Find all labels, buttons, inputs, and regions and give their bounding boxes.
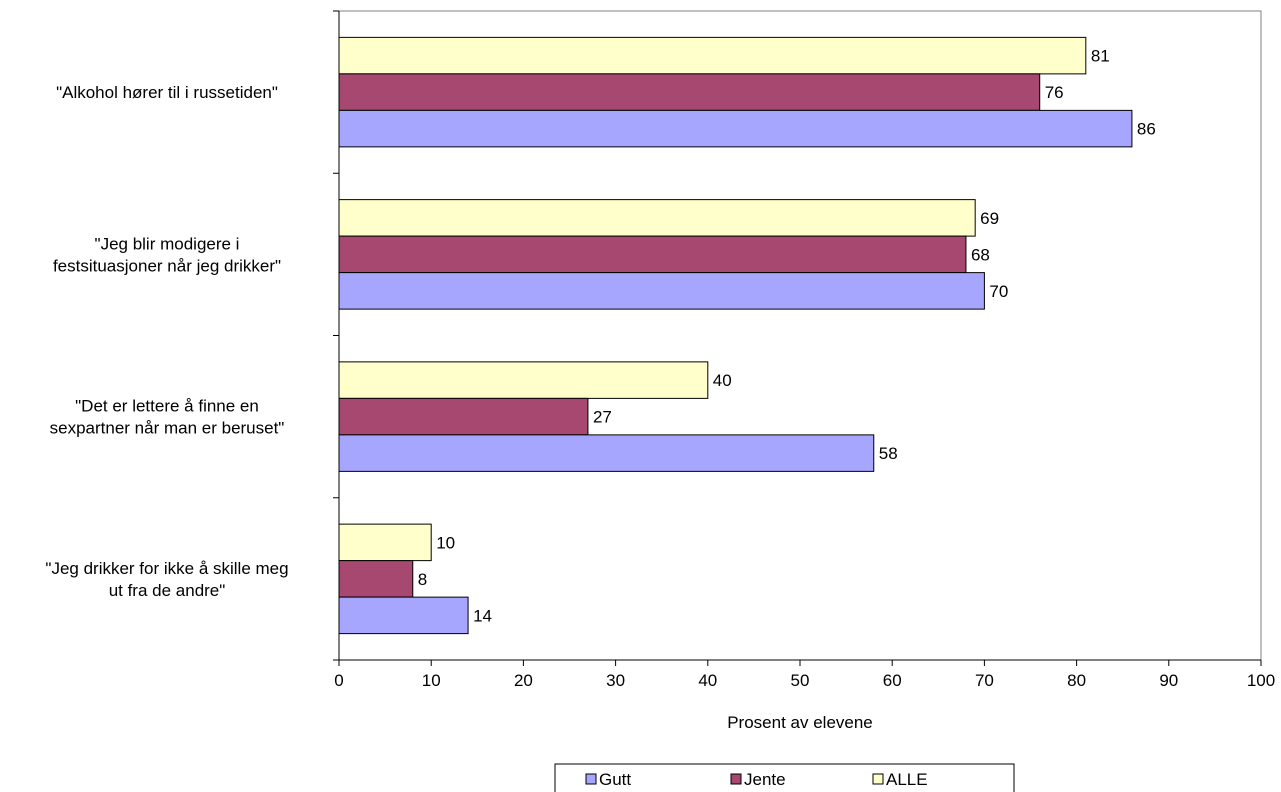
value-label-jente-4: 8 (418, 570, 427, 589)
value-label-gutt-2: 70 (989, 282, 1008, 301)
bar-jente-4 (338, 560, 414, 598)
x-tick-label-40: 40 (698, 671, 717, 690)
x-tick-label-100: 100 (1247, 671, 1275, 690)
x-tick-label-50: 50 (791, 671, 810, 690)
bar-gutt-1 (338, 109, 1133, 148)
legend-swatch-jente (730, 773, 742, 785)
category-label-4: "Jeg drikker for ikke å skille meg (45, 559, 288, 578)
x-tick-label-0: 0 (334, 671, 343, 690)
bar-alle-4 (338, 523, 432, 562)
bar-alle-1 (338, 36, 1087, 75)
value-label-gutt-1: 86 (1137, 120, 1156, 139)
legend-label-gutt: Gutt (599, 770, 631, 789)
bar-gutt-3 (338, 434, 875, 472)
x-tick-label-90: 90 (1159, 671, 1178, 690)
category-label-2: festsituasjoner når jeg drikker" (53, 256, 281, 275)
bar-jente-2 (338, 235, 967, 274)
value-label-alle-3: 40 (713, 371, 732, 390)
value-label-jente-1: 76 (1045, 83, 1064, 102)
x-tick-label-60: 60 (883, 671, 902, 690)
legend-swatch-gutt (585, 773, 597, 785)
value-label-jente-3: 27 (593, 408, 612, 427)
category-label-1: "Alkohol hører til i russetiden" (56, 83, 278, 102)
category-label-4: ut fra de andre" (109, 581, 226, 600)
bars-layer (338, 36, 1133, 635)
value-label-alle-4: 10 (436, 533, 455, 552)
axes-layer: 0 10 20 30 40 50 60 70 80 90 100 (333, 10, 1275, 690)
category-labels-layer: "Alkohol hører til i russetiden" "Jeg bli… (45, 83, 288, 600)
x-tick-label-80: 80 (1067, 671, 1086, 690)
x-tick-label-30: 30 (606, 671, 625, 690)
category-label-3: sexpartner når man er beruset" (50, 419, 285, 438)
bar-jente-3 (338, 397, 589, 436)
value-label-gutt-3: 58 (879, 444, 898, 463)
legend-swatch-alle (872, 773, 884, 785)
bar-alle-2 (338, 199, 976, 237)
bar-gutt-2 (338, 272, 985, 310)
value-label-gutt-4: 14 (473, 606, 492, 625)
category-label-3: "Det er lettere å finne en (75, 397, 259, 416)
legend-label-alle: ALLE (886, 770, 928, 789)
bar-alle-3 (338, 361, 709, 399)
x-tick-label-70: 70 (975, 671, 994, 690)
bar-gutt-4 (338, 596, 469, 635)
category-label-2: "Jeg blir modigere i (95, 234, 240, 253)
legend-box (554, 763, 1015, 792)
x-axis-title: Prosent av elevene (727, 713, 873, 732)
legend-label-jente: Jente (744, 770, 786, 789)
bar-jente-1 (338, 73, 1041, 111)
value-label-alle-2: 69 (980, 209, 999, 228)
x-tick-label-10: 10 (422, 671, 441, 690)
legend: Gutt Jente ALLE (554, 763, 1015, 792)
value-label-jente-2: 68 (971, 245, 990, 264)
value-label-alle-1: 81 (1091, 47, 1110, 66)
value-labels-layer: 81 76 86 69 68 70 40 27 58 10 8 14 (418, 47, 1156, 626)
x-tick-label-20: 20 (514, 671, 533, 690)
